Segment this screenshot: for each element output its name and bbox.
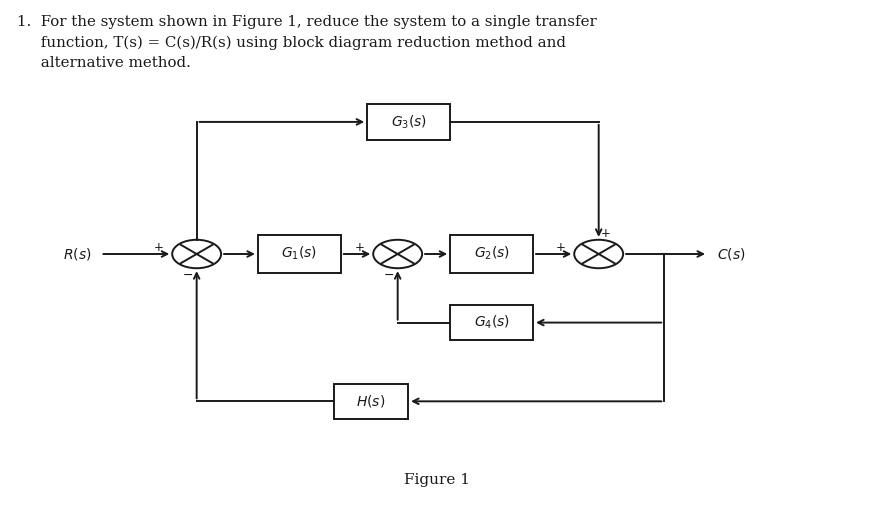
Text: −: − bbox=[384, 269, 394, 282]
FancyBboxPatch shape bbox=[258, 235, 341, 273]
Text: $G_1(s)$: $G_1(s)$ bbox=[281, 245, 317, 263]
Text: +: + bbox=[555, 241, 565, 254]
Text: $C(s)$: $C(s)$ bbox=[717, 246, 746, 262]
FancyBboxPatch shape bbox=[450, 305, 533, 340]
Text: $H(s)$: $H(s)$ bbox=[357, 393, 385, 409]
Text: $R(s)$: $R(s)$ bbox=[63, 246, 92, 262]
Text: +: + bbox=[600, 227, 611, 240]
FancyBboxPatch shape bbox=[367, 104, 450, 140]
FancyBboxPatch shape bbox=[334, 384, 408, 419]
Text: $G_3(s)$: $G_3(s)$ bbox=[391, 113, 427, 131]
FancyBboxPatch shape bbox=[450, 235, 533, 273]
Text: −: − bbox=[183, 269, 193, 282]
Text: +: + bbox=[354, 241, 364, 254]
Text: $G_2(s)$: $G_2(s)$ bbox=[474, 245, 510, 263]
Text: +: + bbox=[153, 241, 163, 254]
Text: $G_4(s)$: $G_4(s)$ bbox=[474, 314, 510, 331]
Text: Figure 1: Figure 1 bbox=[404, 473, 470, 487]
Text: 1.  For the system shown in Figure 1, reduce the system to a single transfer
   : 1. For the system shown in Figure 1, red… bbox=[17, 15, 597, 70]
